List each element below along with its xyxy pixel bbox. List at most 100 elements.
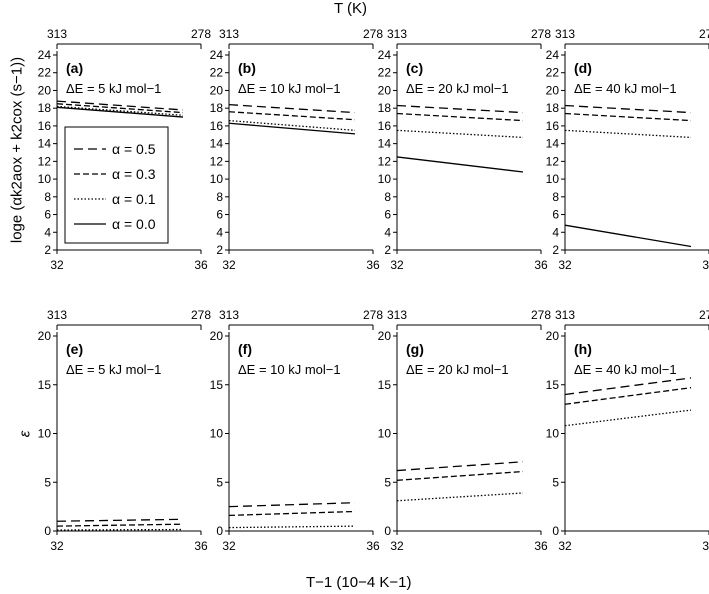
y-tick-label: 20	[210, 83, 224, 97]
y-tick-label: 8	[552, 190, 559, 204]
y-tick-label: 4	[384, 225, 391, 239]
y-tick-label: 20	[210, 329, 224, 343]
y-tick-label: 20	[38, 83, 52, 97]
series-line-alpha-0.1	[56, 105, 184, 116]
y-tick-label: 20	[378, 329, 392, 343]
delta-e-annotation: ΔE = 40 kJ mol−1	[574, 81, 677, 96]
panel-e: 0 5 10 15 20 32 36 313 278 (e) ΔE = 5 kJ mol−1	[38, 308, 212, 553]
y-tick-label: 18	[378, 101, 392, 115]
y-tick-label: 10	[210, 172, 224, 186]
y-tick-label: 0	[44, 524, 51, 538]
y-tick-label: 24	[38, 48, 52, 62]
y-tick-label: 8	[384, 190, 391, 204]
top-tick-label: 313	[47, 308, 67, 322]
top-tick-label: 313	[387, 27, 407, 41]
y-tick-label: 6	[552, 208, 559, 222]
top-axis-title: T (K)	[334, 0, 368, 17]
x-tick-label: 36	[194, 258, 208, 272]
y-tick-label: 4	[44, 225, 51, 239]
x-tick-label: 32	[390, 258, 404, 272]
y-tick-label: 15	[210, 378, 224, 392]
y-tick-label: 12	[210, 154, 224, 168]
delta-e-annotation: ΔE = 20 kJ mol−1	[406, 81, 509, 96]
y-tick-label: 2	[216, 243, 223, 257]
y-tick-label: 24	[378, 48, 392, 62]
x-tick-label: 32	[390, 539, 404, 553]
top-tick-label: 313	[47, 27, 67, 41]
series-line-alpha-0.5	[564, 377, 692, 396]
series-line-alpha-0.3	[396, 112, 524, 122]
x-tick-label: 32	[558, 258, 572, 272]
y-tick-label: 12	[546, 154, 560, 168]
y-tick-label: 6	[216, 208, 223, 222]
series-line-alpha-0.0	[56, 106, 184, 118]
y-tick-label: 4	[216, 225, 223, 239]
series-line-alpha-0.5	[396, 461, 524, 472]
y-tick-label: 10	[378, 427, 392, 441]
x-tick-label: 36	[366, 539, 380, 553]
y-tick-label: 0	[552, 524, 559, 538]
y-tick-label: 18	[38, 101, 52, 115]
y-tick-label: 6	[44, 208, 51, 222]
series-line-alpha-0.1	[564, 409, 692, 427]
panel-f: 0 5 10 15 20 32 36 313 278 (f) ΔE = 10 kJ mol−1	[210, 308, 384, 553]
y-tick-label: 15	[38, 378, 52, 392]
delta-e-annotation: ΔE = 20 kJ mol−1	[406, 362, 509, 377]
top-tick-label: 278	[191, 308, 211, 322]
y-tick-label: 16	[38, 119, 52, 133]
y-tick-label: 0	[216, 524, 223, 538]
panel-label: (b)	[238, 60, 256, 76]
series-line-alpha-0.3	[396, 470, 524, 481]
series-line-alpha-0.0	[228, 122, 356, 135]
panel-label: (e)	[66, 341, 83, 357]
top-tick-label: 278	[363, 308, 383, 322]
series-line-alpha-0.5	[564, 104, 692, 114]
series-line-alpha-0.1	[228, 119, 356, 131]
panel-label: (g)	[406, 341, 424, 357]
legend-label: α = 0.5	[112, 141, 156, 157]
x-tick-label: 32	[50, 258, 64, 272]
y-tick-label: 0	[384, 524, 391, 538]
top-tick-label: 278	[699, 27, 709, 41]
series-line-alpha-0.3	[228, 111, 356, 121]
x-tick-label: 36	[366, 258, 380, 272]
series-line-alpha-0.5	[56, 518, 184, 522]
top-tick-label: 313	[219, 27, 239, 41]
delta-e-annotation: ΔE = 40 kJ mol−1	[574, 362, 677, 377]
series-line-alpha-0.3	[56, 523, 184, 527]
x-tick-label: 36	[534, 258, 548, 272]
y-tick-label: 2	[384, 243, 391, 257]
top-tick-label: 313	[387, 308, 407, 322]
y-tick-label: 8	[44, 190, 51, 204]
series-line-alpha-0.5	[396, 104, 524, 114]
delta-e-annotation: ΔE = 10 kJ mol−1	[238, 81, 341, 96]
x-tick-label: 32	[558, 539, 572, 553]
y-tick-label: 20	[38, 329, 52, 343]
y-tick-label: 22	[546, 66, 560, 80]
y-tick-label: 10	[378, 172, 392, 186]
y-tick-label: 12	[38, 154, 52, 168]
y-tick-label: 2	[552, 243, 559, 257]
panel-label: (f)	[238, 341, 252, 357]
series-line-alpha-0.3	[56, 103, 184, 114]
y-tick-label: 2	[44, 243, 51, 257]
y-tick-label: 8	[216, 190, 223, 204]
top-tick-label: 278	[531, 308, 551, 322]
y-tick-label: 12	[378, 154, 392, 168]
top-tick-label: 313	[555, 308, 575, 322]
panel-label: (h)	[574, 341, 592, 357]
series-line-alpha-0.5	[228, 502, 356, 508]
legend: α = 0.5 α = 0.3 α = 0.1 α = 0.0	[64, 126, 169, 244]
panel-h: 0 5 10 15 20 32 36 313 278 (h) ΔE = 40 kJ mol−1	[546, 308, 709, 553]
series-line-alpha-0.1	[396, 492, 524, 502]
delta-e-annotation: ΔE = 5 kJ mol−1	[66, 81, 161, 96]
x-tick-label: 36	[194, 539, 208, 553]
x-tick-label: 36	[702, 258, 709, 272]
panel-label: (c)	[406, 60, 423, 76]
series-line-alpha-0.0	[564, 224, 692, 248]
top-tick-label: 313	[219, 308, 239, 322]
y-tick-label: 5	[384, 475, 391, 489]
